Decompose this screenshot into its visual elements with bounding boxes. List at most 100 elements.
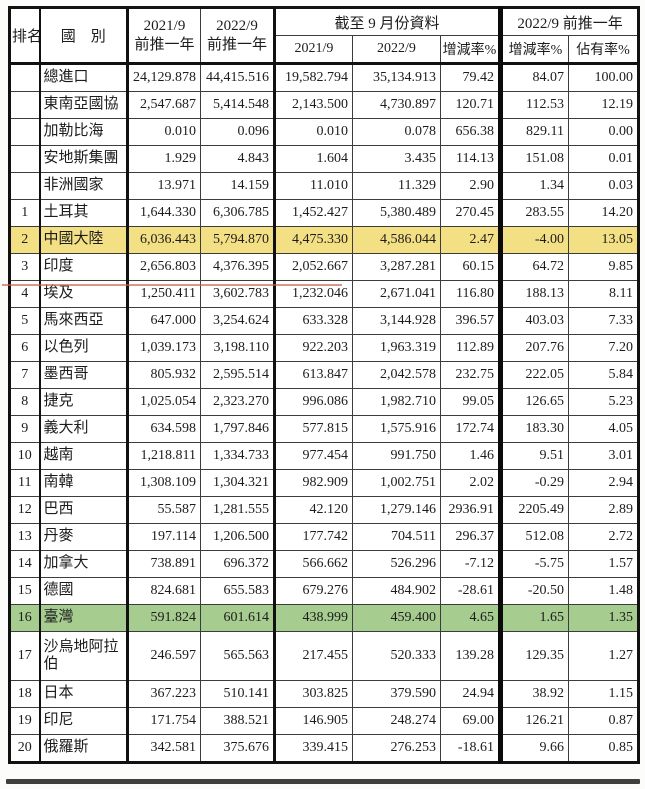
header-2021-prior-year-line1: 2021/9 — [143, 17, 186, 34]
value-2022-prior-cell: 3,254.624 — [200, 307, 276, 335]
header-prior-share-rate: 佔有率% — [568, 35, 640, 65]
value-asof-2022-cell: 276.253 — [352, 734, 441, 763]
value-prior-change-cell: 188.13 — [500, 280, 570, 308]
value-asof-change-cell: 270.45 — [439, 199, 504, 227]
value-prior-share-cell: 0.03 — [568, 172, 640, 200]
value-asof-2021-cell: 2,143.500 — [274, 91, 353, 119]
value-asof-change-cell: 60.15 — [439, 253, 504, 281]
value-prior-change-cell: -4.00 — [500, 226, 570, 254]
country-cell: 中國大陸 — [39, 226, 129, 254]
value-prior-change-cell: 126.65 — [500, 388, 570, 416]
table-row: 非洲國家 13.971 14.159 11.010 11.329 2.90 1.34 0.03 — [9, 172, 640, 200]
value-prior-change-cell: 129.35 — [500, 631, 570, 681]
value-2021-prior-cell: 1.929 — [127, 145, 201, 173]
table-row: 18 日本 367.223 510.141 303.825 379.590 24.94 38.… — [9, 680, 640, 708]
value-prior-change-cell: 283.55 — [500, 199, 570, 227]
country-cell: 德國 — [39, 577, 129, 605]
value-prior-share-cell: 4.05 — [568, 415, 640, 443]
value-asof-2021-cell: 1,452.427 — [274, 199, 353, 227]
value-2021-prior-cell: 6,036.443 — [127, 226, 201, 254]
table-row: 8 捷克 1,025.054 2,323.270 996.086 1,982.710 99.… — [9, 388, 640, 416]
value-2021-prior-cell: 0.010 — [127, 118, 201, 146]
header-country: 國 別 — [39, 7, 129, 65]
header-2022-prior-year-line2: 前推一年 — [206, 36, 267, 53]
rank-cell — [9, 172, 41, 200]
value-asof-2021-cell: 996.086 — [274, 388, 353, 416]
value-2022-prior-cell: 696.372 — [200, 550, 276, 578]
value-asof-2022-cell: 1,279.146 — [352, 496, 441, 524]
value-asof-change-cell: 139.28 — [439, 631, 504, 681]
value-asof-change-cell: 120.71 — [439, 91, 504, 119]
value-asof-2021-cell: 577.815 — [274, 415, 353, 443]
value-2022-prior-cell: 388.521 — [200, 707, 276, 735]
value-prior-change-cell: 84.07 — [500, 63, 570, 92]
value-2022-prior-cell: 4,376.395 — [200, 253, 276, 281]
value-2022-prior-cell: 4.843 — [200, 145, 276, 173]
value-asof-change-cell: 232.75 — [439, 361, 504, 389]
header-asof-change-rate: 增減率% — [439, 35, 504, 65]
value-prior-change-cell: 151.08 — [500, 145, 570, 173]
value-prior-share-cell: 0.01 — [568, 145, 640, 173]
table-row: 4 埃及 1,250.411 3,602.783 1,232.046 2,671.041 1… — [9, 280, 640, 308]
value-prior-share-cell: 5.84 — [568, 361, 640, 389]
table-row: 東南亞國協 2,547.687 5,414.548 2,143.500 4,730.89… — [9, 91, 640, 119]
table-row: 19 印尼 171.754 388.521 146.905 248.274 69.00 126… — [9, 707, 640, 735]
value-asof-change-cell: 116.80 — [439, 280, 504, 308]
country-cell: 越南 — [39, 442, 129, 470]
value-asof-change-cell: 2.90 — [439, 172, 504, 200]
value-asof-2021-cell: 679.276 — [274, 577, 353, 605]
country-cell: 沙烏地阿拉伯 — [39, 631, 129, 681]
rank-cell: 13 — [9, 523, 41, 551]
value-asof-change-cell: 99.05 — [439, 388, 504, 416]
country-cell: 以色列 — [39, 334, 129, 362]
value-asof-2021-cell: 0.010 — [274, 118, 353, 146]
country-cell: 東南亞國協 — [39, 91, 129, 119]
rank-cell: 18 — [9, 680, 41, 708]
value-prior-share-cell: 7.33 — [568, 307, 640, 335]
rank-cell: 6 — [9, 334, 41, 362]
value-prior-change-cell: 112.53 — [500, 91, 570, 119]
value-asof-2022-cell: 379.590 — [352, 680, 441, 708]
value-2021-prior-cell: 1,039.173 — [127, 334, 201, 362]
value-2021-prior-cell: 805.932 — [127, 361, 201, 389]
header-asof-2021: 2021/9 — [274, 35, 353, 65]
value-2022-prior-cell: 2,595.514 — [200, 361, 276, 389]
rank-cell — [9, 63, 41, 92]
table-row: 2 中國大陸 6,036.443 5,794.870 4,475.330 4,586.04… — [9, 226, 640, 254]
value-asof-2021-cell: 42.120 — [274, 496, 353, 524]
value-asof-change-cell: 24.94 — [439, 680, 504, 708]
value-asof-2021-cell: 982.909 — [274, 469, 353, 497]
value-2022-prior-cell: 655.583 — [200, 577, 276, 605]
value-prior-change-cell: 222.05 — [500, 361, 570, 389]
value-asof-2021-cell: 4,475.330 — [274, 226, 353, 254]
value-asof-change-cell: 1.46 — [439, 442, 504, 470]
value-asof-change-cell: 656.38 — [439, 118, 504, 146]
rank-cell: 3 — [9, 253, 41, 281]
table-row: 3 印度 2,656.803 4,376.395 2,052.667 3,287.281 6… — [9, 253, 640, 281]
header-group-2022-prior-year: 2022/9 前推一年 — [500, 7, 640, 36]
value-prior-share-cell: 12.19 — [568, 91, 640, 119]
value-asof-change-cell: 172.74 — [439, 415, 504, 443]
value-2021-prior-cell: 647.000 — [127, 307, 201, 335]
value-asof-2021-cell: 19,582.794 — [274, 63, 353, 92]
value-prior-change-cell: 403.03 — [500, 307, 570, 335]
rank-cell: 19 — [9, 707, 41, 735]
value-prior-share-cell: 1.15 — [568, 680, 640, 708]
value-prior-change-cell: 1.65 — [500, 604, 570, 632]
header-2022-prior-year-line1: 2022/9 — [216, 17, 258, 34]
value-2022-prior-cell: 601.614 — [200, 604, 276, 632]
value-asof-change-cell: 79.42 — [439, 63, 504, 92]
country-cell: 印尼 — [39, 707, 129, 735]
value-prior-change-cell: 512.08 — [500, 523, 570, 551]
value-2022-prior-cell: 1,304.321 — [200, 469, 276, 497]
header-row-groups: 排名 國 別 2021/9 前推一年 2022/9 前推一年 截至 9 月份資料… — [9, 7, 640, 65]
value-asof-2022-cell: 1,963.319 — [352, 334, 441, 362]
value-prior-change-cell: 38.92 — [500, 680, 570, 708]
rank-cell: 1 — [9, 199, 41, 227]
country-cell: 南韓 — [39, 469, 129, 497]
import-ranking-table: 排名 國 別 2021/9 前推一年 2022/9 前推一年 截至 9 月份資料… — [8, 6, 641, 764]
value-asof-2022-cell: 704.511 — [352, 523, 441, 551]
country-cell: 俄羅斯 — [39, 734, 129, 763]
value-prior-share-cell: 8.11 — [568, 280, 640, 308]
value-2021-prior-cell: 738.891 — [127, 550, 201, 578]
